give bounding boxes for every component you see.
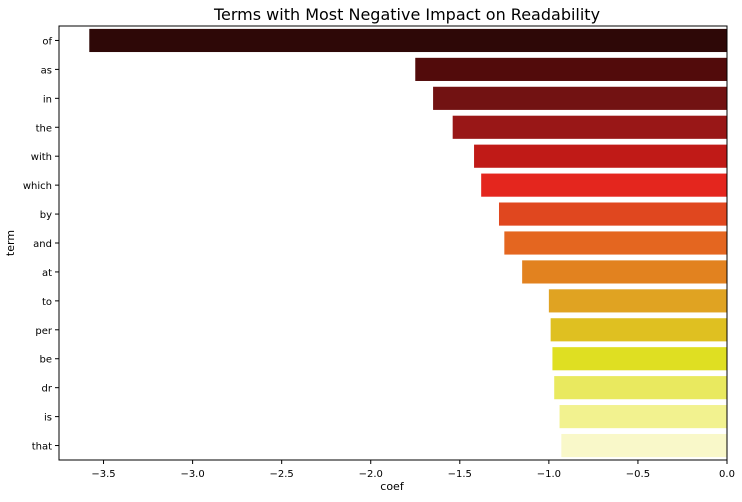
y-tick-label: at	[42, 268, 52, 279]
bar-to	[548, 289, 727, 313]
x-axis: −3.5 −3.0 −2.5 −2.0 −1.5 −1.0 −0.5 0.0	[91, 460, 735, 480]
bar-per	[550, 318, 727, 342]
x-tick-label: −2.0	[359, 469, 383, 480]
y-tick-label: in	[43, 94, 52, 105]
bar-at	[522, 260, 727, 284]
bar-and	[504, 231, 727, 255]
bar-with	[474, 144, 727, 168]
y-tick-label: with	[31, 152, 52, 163]
y-tick-label: of	[42, 36, 52, 47]
bar-in	[433, 86, 727, 110]
bar-dr	[554, 376, 727, 400]
y-tick-label: be	[40, 355, 53, 366]
bar-which	[481, 173, 727, 197]
y-tick-label: as	[41, 65, 52, 76]
bar-the	[452, 115, 727, 139]
chart-title: Terms with Most Negative Impact on Reada…	[213, 5, 600, 24]
plot-frame	[58, 25, 728, 461]
bars-group	[89, 28, 728, 458]
x-tick-label: 0.0	[719, 469, 735, 480]
x-tick-label: −3.5	[91, 469, 115, 480]
y-tick-label: dr	[42, 384, 53, 395]
y-tick-label: and	[33, 239, 52, 250]
y-tick-label: the	[36, 123, 52, 134]
bar-of	[89, 28, 728, 53]
bar-is	[559, 405, 727, 429]
bar-as	[415, 57, 727, 81]
y-tick-label: to	[42, 297, 52, 308]
x-axis-label: coef	[380, 480, 405, 493]
bar-that	[561, 433, 727, 458]
x-tick-label: −2.5	[270, 469, 294, 480]
y-axis: of as in the with which by and at to per be dr is that	[23, 36, 59, 453]
y-axis-label: term	[4, 230, 17, 256]
x-tick-label: −0.5	[626, 469, 650, 480]
bar-by	[498, 202, 727, 226]
y-tick-label: per	[35, 326, 53, 337]
y-tick-label: is	[44, 413, 52, 424]
x-tick-label: −1.0	[537, 469, 561, 480]
y-tick-label: which	[23, 181, 52, 192]
x-tick-label: −1.5	[448, 469, 472, 480]
bar-be	[552, 347, 727, 371]
y-tick-label: by	[40, 210, 52, 221]
y-tick-label: that	[32, 442, 52, 453]
x-tick-label: −3.0	[180, 469, 204, 480]
